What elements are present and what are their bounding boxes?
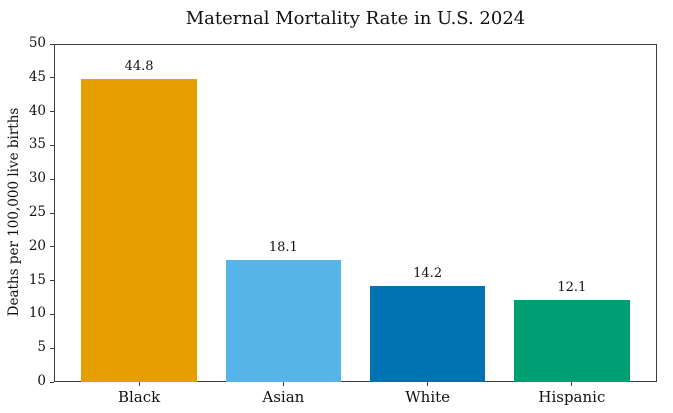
y-tick-mark xyxy=(50,212,54,214)
x-tick-mark xyxy=(138,382,140,386)
chart-title: Maternal Mortality Rate in U.S. 2024 xyxy=(185,8,526,29)
x-tick-mark xyxy=(282,382,284,386)
y-tick-mark xyxy=(50,144,54,146)
bar-value-label: 18.1 xyxy=(268,239,298,255)
bar-value-label: 14.2 xyxy=(413,266,443,281)
y-tick-label: 25 xyxy=(28,204,46,220)
bar-white xyxy=(369,286,486,382)
x-tick-label: Asian xyxy=(262,388,305,406)
bar-black xyxy=(81,79,197,382)
y-tick-mark xyxy=(50,313,54,315)
x-tick-label: Black xyxy=(117,388,161,406)
bar-hispanic xyxy=(514,300,630,382)
y-tick-label: 5 xyxy=(37,339,46,356)
bar-value-label: 44.8 xyxy=(124,59,154,75)
x-tick-label: Hispanic xyxy=(538,388,606,406)
y-tick-mark xyxy=(50,43,54,45)
y-tick-label: 20 xyxy=(28,237,46,254)
y-tick-label: 35 xyxy=(28,136,46,153)
y-tick-mark xyxy=(50,280,54,282)
y-tick-label: 10 xyxy=(28,305,46,322)
y-tick-label: 45 xyxy=(28,68,46,85)
y-tick-label: 30 xyxy=(28,170,46,187)
bar-value-label: 12.1 xyxy=(557,280,587,296)
y-tick-label: 15 xyxy=(28,271,46,288)
y-tick-mark xyxy=(50,381,54,383)
y-tick-mark xyxy=(50,111,54,113)
y-tick-mark xyxy=(50,77,54,79)
y-tick-label: 40 xyxy=(28,102,46,119)
x-tick-label: White xyxy=(405,388,451,406)
y-tick-mark xyxy=(50,347,54,349)
y-tick-mark xyxy=(50,246,54,248)
y-tick-label: 0 xyxy=(37,373,46,389)
x-tick-mark xyxy=(571,382,573,386)
bar-asian xyxy=(225,259,342,382)
y-tick-label: 50 xyxy=(28,35,46,51)
y-tick-mark xyxy=(50,178,54,180)
x-tick-mark xyxy=(427,382,429,386)
